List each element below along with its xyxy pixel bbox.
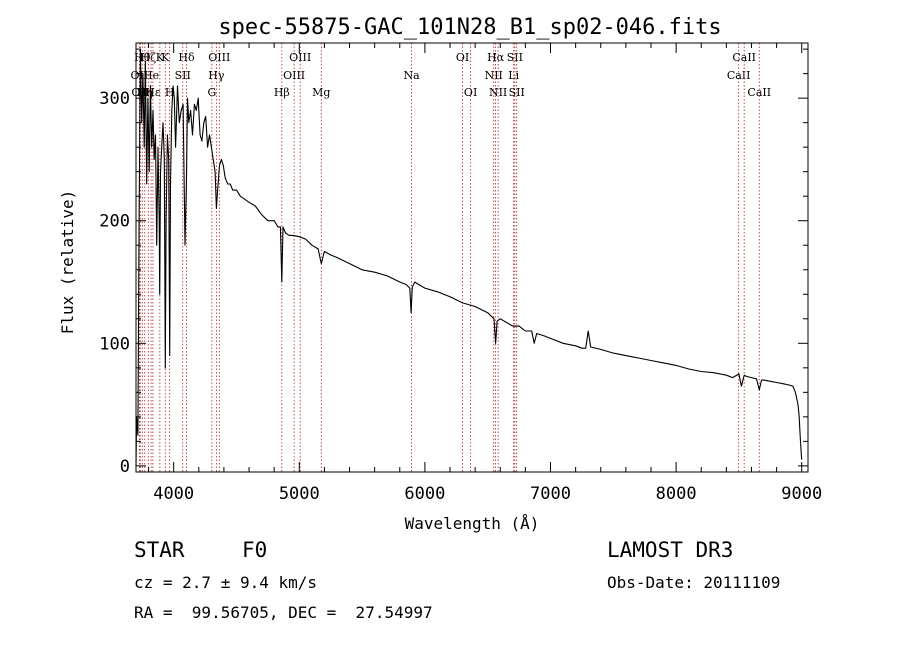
y-tick-label: 200 (99, 212, 130, 232)
spectrum-line (135, 48, 803, 466)
chart-title: spec-55875-GAC_101N28_B1_sp02-046.fits (218, 15, 721, 40)
x-tick-label: 5000 (279, 484, 320, 504)
line-marker-label-30: CaII (747, 86, 771, 99)
line-marker-label-26: SII (507, 51, 523, 64)
plot-frame (135, 42, 809, 473)
line-marker-label-10: SII (175, 69, 191, 82)
line-marker-label-5: He (143, 69, 159, 82)
line-marker-label-6: Hε (145, 86, 161, 99)
line-marker-label-21: OI (464, 86, 477, 99)
line-marker-label-25: Li (508, 69, 519, 82)
y-tick-label: 100 (99, 334, 130, 354)
y-tick-label: 300 (99, 89, 130, 109)
line-marker-label-16: OIII (283, 69, 305, 82)
line-marker-label-4: Hζ (141, 51, 157, 64)
line-marker-label-11: Hδ (178, 51, 195, 64)
x-axis-label: Wavelength (Å) (405, 514, 540, 533)
line-marker-label-17: OIII (289, 51, 311, 64)
line-marker-label-22: NII (485, 69, 503, 82)
line-marker-label-27: SII (509, 86, 525, 99)
redshift-cz: cz = 2.7 ± 9.4 km/s (134, 573, 318, 592)
line-marker-label-24: NII (489, 86, 507, 99)
y-tick-label: 0 (120, 457, 130, 477)
line-marker-label-7: K (156, 51, 165, 64)
line-marker-label-2: Hθ (134, 51, 151, 64)
line-marker-label-0: OII (131, 69, 149, 82)
line-marker-label-23: Hα (487, 51, 505, 64)
object-class: STAR (134, 538, 185, 562)
line-marker-label-29: CaII (732, 51, 756, 64)
x-tick-label: 6000 (404, 484, 445, 504)
x-tick-label: 9000 (781, 484, 822, 504)
line-marker-label-14: OIII (208, 51, 230, 64)
ra-dec-coordinates: RA = 99.56705, DEC = 27.54997 (134, 603, 433, 622)
y-axis-label: Flux (relative) (58, 190, 77, 335)
spectrum-line-layer (135, 48, 803, 466)
line-marker-label-19: Na (403, 69, 420, 82)
survey-name: LAMOST DR3 (607, 538, 734, 562)
line-marker-label-15: Hβ (274, 86, 290, 99)
x-tick-label: 8000 (656, 484, 697, 504)
line-marker-label-8: K (161, 51, 170, 64)
line-marker-label-18: Mg (312, 86, 330, 99)
object-subclass: F0 (242, 538, 268, 562)
axes: 4000 5000 6000 7000 8000 9000 0 100 200 300 (99, 42, 822, 504)
emission-line-markers: OIIOIIHθHηHζHeHεKKHSIIHδGHγOIIIHβOIIIOII… (131, 43, 771, 472)
observation-date: Obs-Date: 20111109 (607, 573, 781, 592)
line-marker-label-20: OI (456, 51, 469, 64)
line-marker-label-9: H (165, 86, 175, 99)
line-marker-label-12: G (207, 86, 216, 99)
x-tick-label: 4000 (153, 484, 194, 504)
line-marker-label-13: Hγ (208, 69, 225, 82)
x-tick-label: 7000 (530, 484, 571, 504)
line-marker-label-28: CaII (727, 69, 751, 82)
